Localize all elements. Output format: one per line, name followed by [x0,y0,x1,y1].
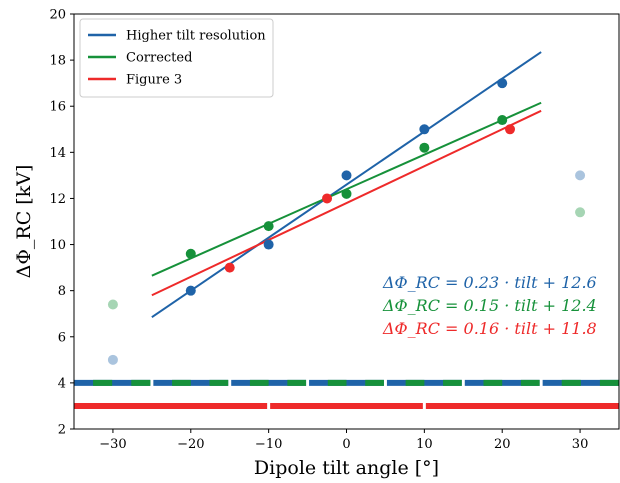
y-tick-label: 6 [58,330,66,345]
y-tick-label: 4 [58,376,66,391]
x-tick-label: 10 [416,437,433,452]
legend-entry-label: Higher tilt resolution [126,29,266,44]
fit-line-figure-3 [151,109,542,297]
data-point-figure-3 [224,262,235,273]
faded-point-higher-tilt-resolution [575,170,586,181]
data-point-figure-3 [322,193,333,204]
data-point-higher-tilt-resolution [419,124,430,135]
data-point-corrected [263,221,274,232]
y-tick-label: 8 [58,284,66,299]
y-tick-label: 18 [49,54,66,69]
faded-point-corrected [575,207,586,218]
y-tick-label: 2 [58,423,66,438]
legend-entry-label: Figure 3 [126,73,182,88]
x-tick-label: 30 [572,437,589,452]
y-tick-label: 12 [49,192,66,207]
legend-box [79,18,274,98]
y-axis-label: ΔΦ_RC [kV] [13,165,35,279]
y-tick-label: 14 [49,146,66,161]
data-point-corrected [185,248,196,259]
x-tick-label: 0 [342,437,350,452]
data-point-higher-tilt-resolution [185,285,196,296]
data-point-corrected [419,142,430,153]
data-point-corrected [497,115,508,126]
data-point-higher-tilt-resolution [341,170,352,181]
x-axis-label: Dipole tilt angle [°] [254,457,439,479]
y-tick-label: 16 [49,100,66,115]
data-point-higher-tilt-resolution [497,78,508,89]
data-point-corrected [341,188,352,199]
data-point-higher-tilt-resolution [263,239,274,250]
fit-equation: ΔΦ_RC = 0.23 · tilt + 12.6 [382,273,597,292]
fit-equation: ΔΦ_RC = 0.15 · tilt + 12.4 [382,296,597,315]
faded-point-higher-tilt-resolution [107,354,118,365]
x-tick-label: 20 [494,437,511,452]
fit-line-higher-tilt-resolution [151,51,542,319]
data-point-figure-3 [505,124,515,135]
x-tick-label: −20 [177,437,204,452]
legend-entry-label: Corrected [126,51,192,66]
x-tick-label: −30 [99,437,126,452]
x-tick-label: −10 [255,437,282,452]
y-tick-label: 20 [49,8,66,23]
fit-equation: ΔΦ_RC = 0.16 · tilt + 11.8 [382,319,597,338]
y-tick-label: 10 [49,238,66,253]
faded-point-corrected [107,299,118,310]
